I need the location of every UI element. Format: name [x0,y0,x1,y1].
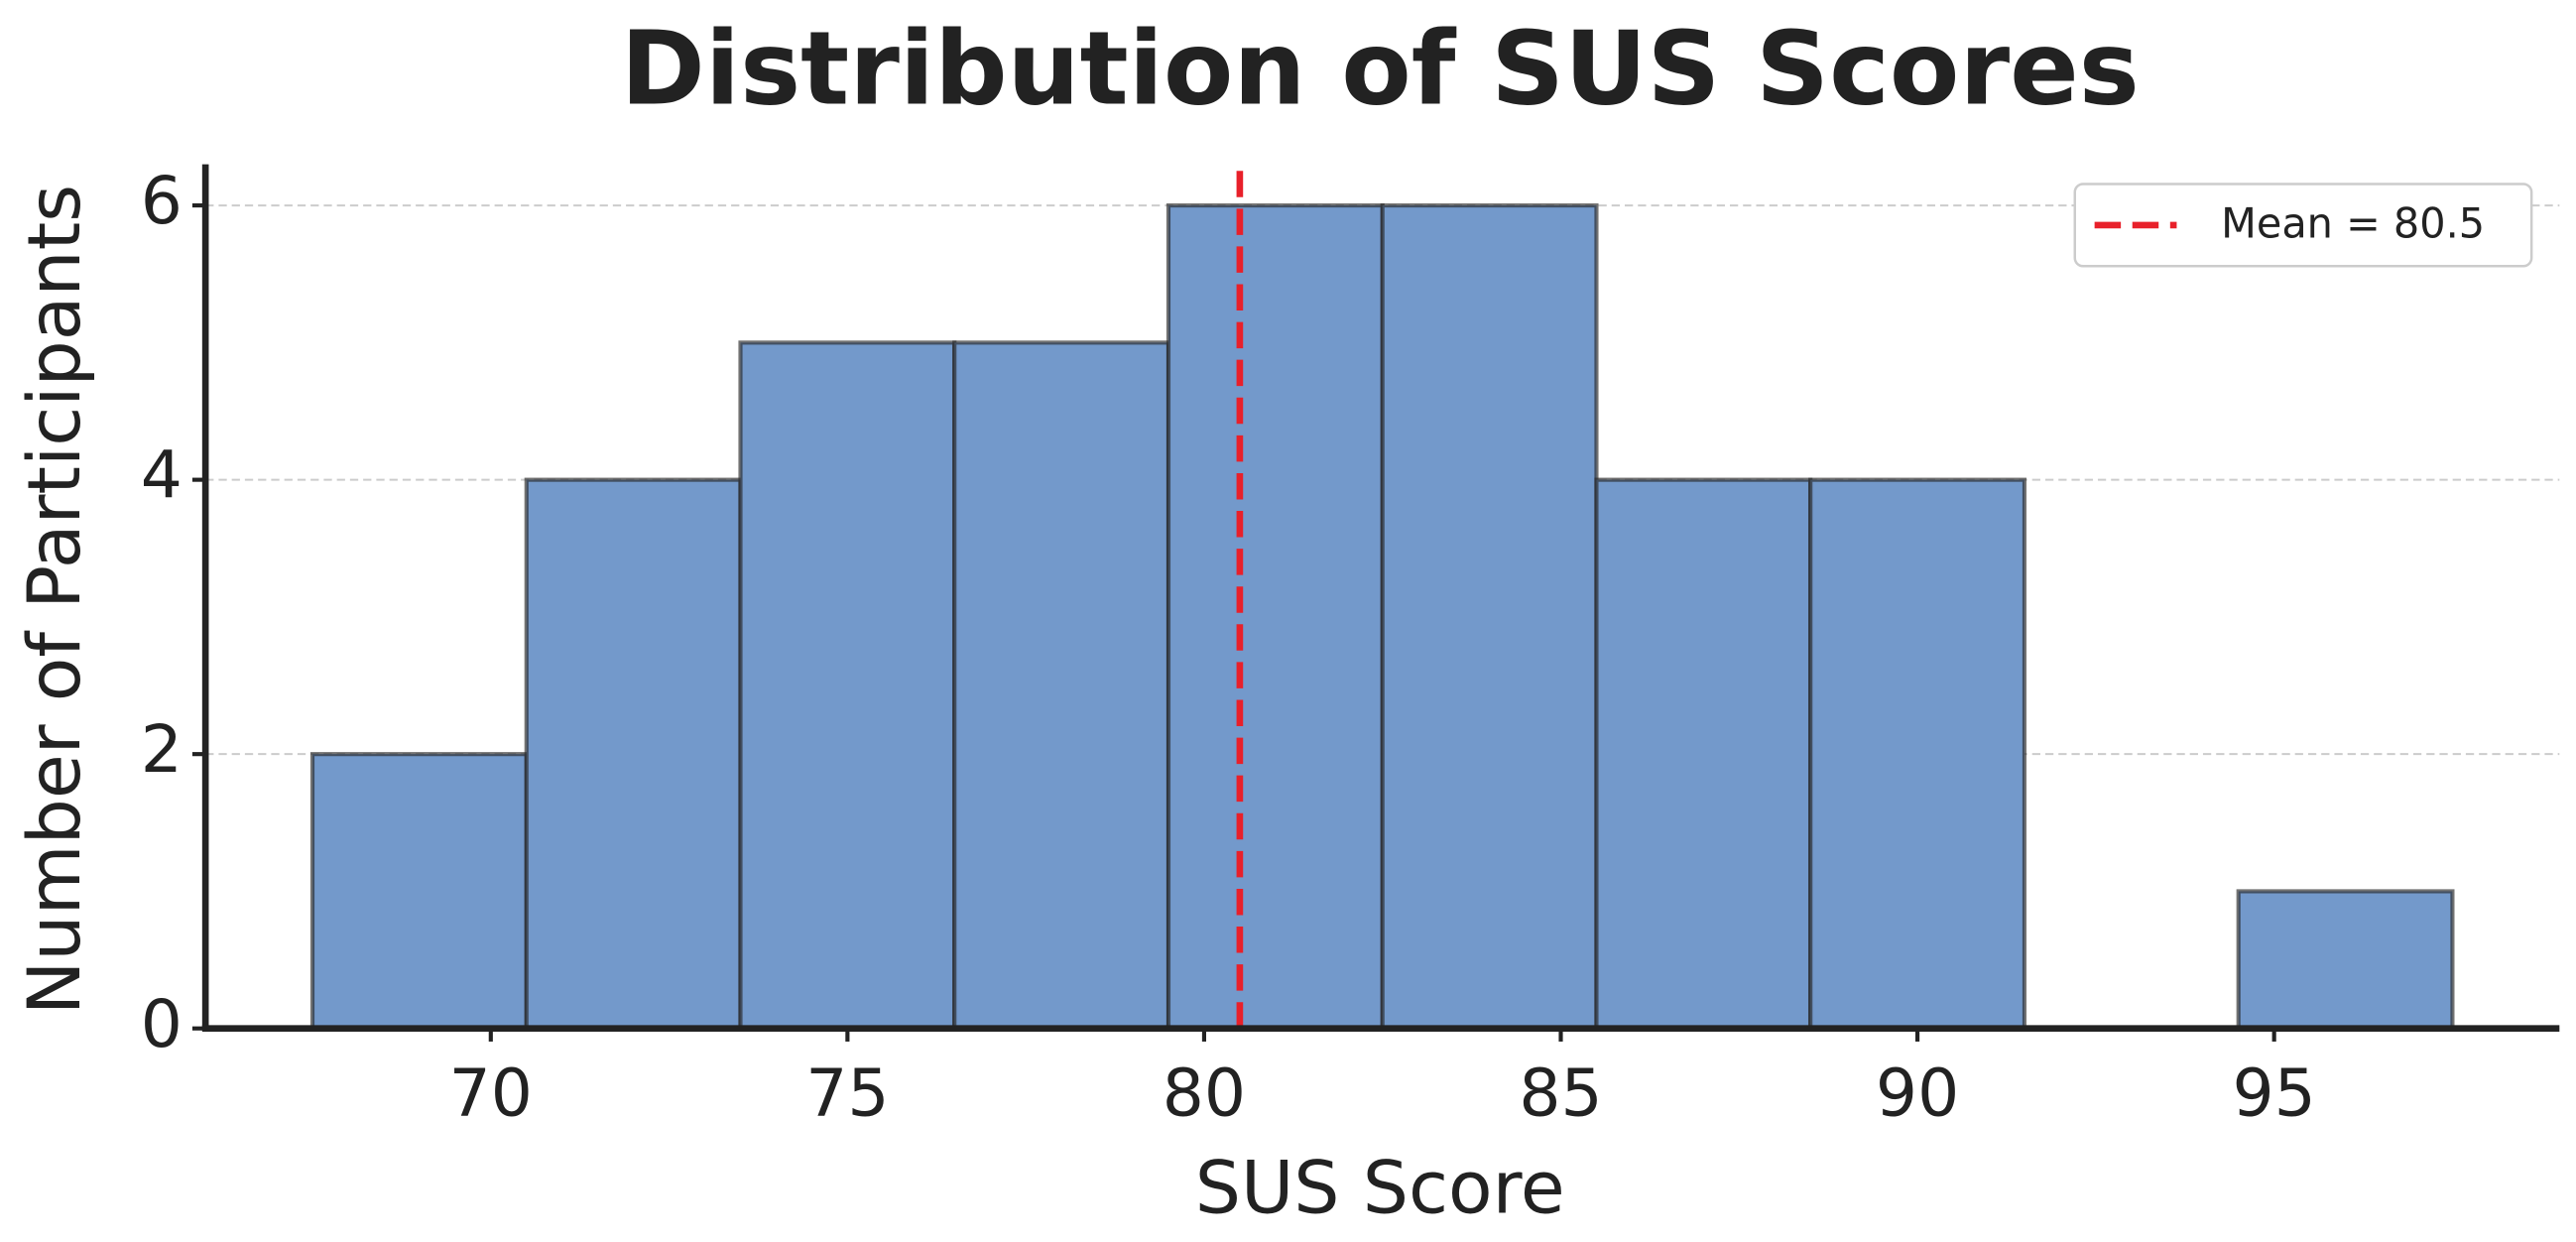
x-tick-label: 75 [805,1055,889,1131]
y-tick-label: 4 [141,437,183,514]
y-tick-label: 2 [141,711,183,788]
bar [738,340,957,1031]
legend-label: Mean = 80.5 [2221,200,2485,248]
y-axis-label: Number of Participants [13,185,97,1015]
bar [952,340,1171,1031]
x-tick-label: 80 [1163,1055,1246,1131]
bar [2236,889,2455,1031]
y-tick-label: 0 [141,986,183,1062]
legend: Mean = 80.5 [2073,183,2533,268]
bar [1165,203,1385,1031]
bar [1808,477,2027,1031]
x-tick-label: 70 [449,1055,533,1131]
y-tick-label: 6 [141,163,183,239]
bar [309,752,529,1031]
chart-title: Distribution of SUS Scores [621,10,2140,128]
x-tick-label: 90 [1876,1055,1959,1131]
legend-box [2073,183,2533,268]
bar [524,477,743,1031]
bar [1594,477,1813,1031]
x-axis-label: SUS Score [1195,1146,1565,1230]
x-tick-label: 95 [2233,1055,2316,1131]
x-tick-label: 85 [1519,1055,1602,1131]
bar [1380,203,1599,1031]
